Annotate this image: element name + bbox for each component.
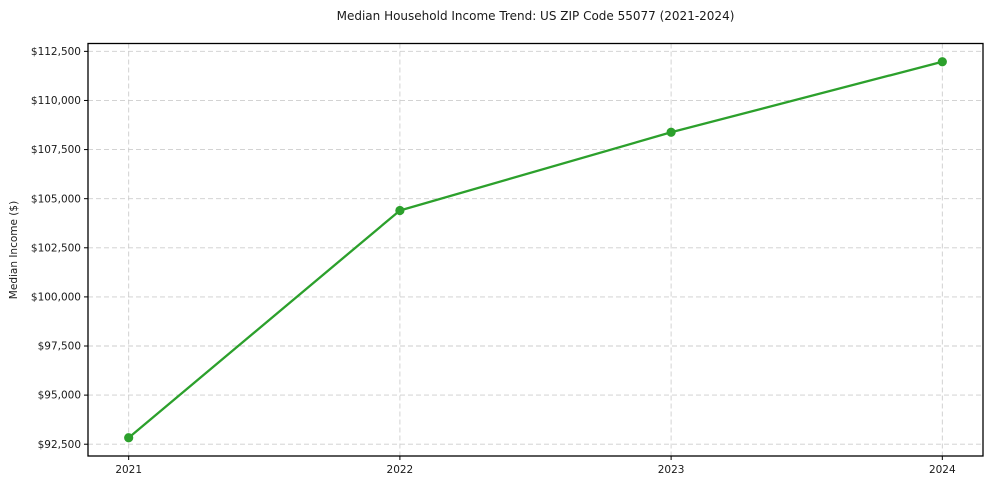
y-tick-label: $95,000 [38,390,81,402]
data-point-marker [395,205,405,216]
chart-title: Median Household Income Trend: US ZIP Co… [336,9,735,23]
plot-frame [87,42,984,457]
data-point-marker [124,433,134,443]
x-tick-label: 2023 [658,464,685,476]
y-tick-label: $105,000 [31,193,81,205]
data-point-marker [937,57,947,67]
y-tick-label: $102,500 [31,242,81,254]
y-tick-label: $92,500 [38,439,81,451]
y-tick-label: $97,500 [38,341,81,353]
y-tick-label: $112,500 [31,46,81,58]
y-tick-label: $107,500 [31,144,81,156]
y-tick-label: $110,000 [31,95,81,107]
data-point-marker [666,127,676,137]
x-tick-label: 2022 [387,464,414,476]
x-tick-label: 2024 [929,464,956,476]
y-tick-label: $100,000 [31,291,81,303]
x-tick-label: 2021 [115,464,142,476]
trend-line [127,60,944,439]
